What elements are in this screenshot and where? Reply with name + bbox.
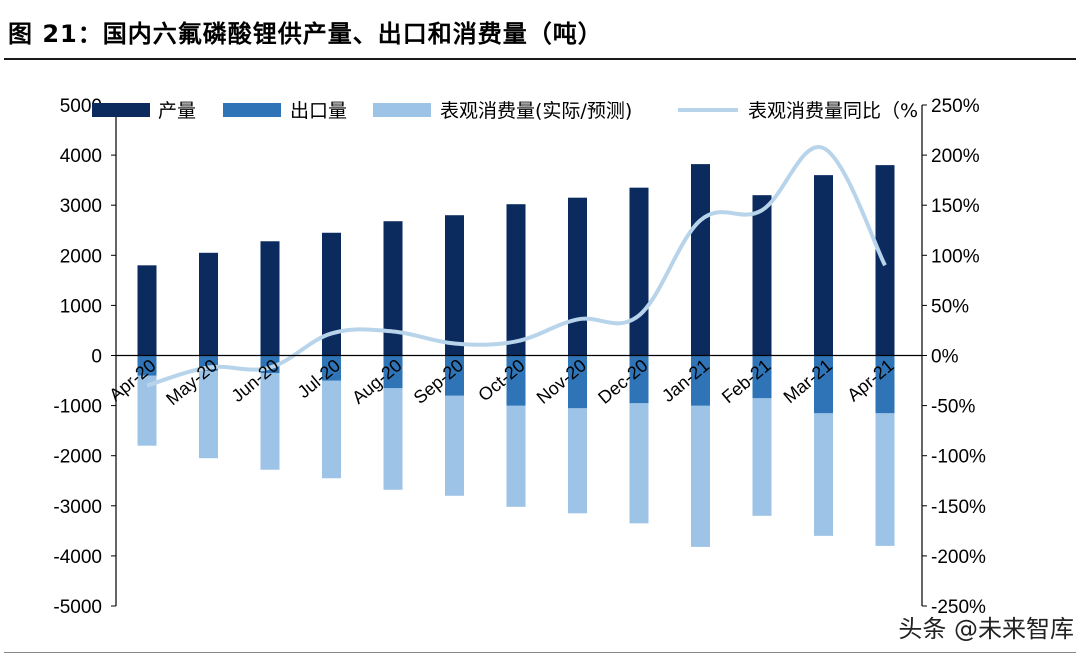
production-bar — [137, 265, 157, 356]
consumption-bar — [383, 355, 403, 490]
right-tick-label: 0% — [931, 347, 959, 368]
watermark: 头条 @未来智库 — [898, 615, 1074, 643]
production-bar — [445, 215, 464, 356]
export-bar — [137, 355, 157, 376]
export-bar — [383, 355, 403, 389]
export-bar — [875, 355, 895, 414]
production-bar — [199, 252, 218, 356]
legend-label: 表观消费量同比（% — [748, 100, 918, 122]
production-bar — [691, 164, 710, 356]
export-bar — [445, 355, 464, 396]
export-bar — [691, 355, 710, 406]
figure-title: 图 21：国内六氟磷酸锂供产量、出口和消费量（吨） — [8, 20, 603, 48]
left-tick-label: -2000 — [53, 447, 102, 468]
legend-swatch — [223, 103, 281, 117]
line-layer — [146, 145, 887, 388]
right-tick-label: -150% — [931, 497, 986, 518]
right-tick-label: -250% — [931, 597, 986, 618]
export-bar — [629, 355, 649, 404]
legend-label: 出口量 — [290, 100, 347, 122]
right-tick-label: -50% — [931, 397, 975, 418]
title-divider — [4, 58, 1076, 60]
production-bar — [629, 187, 649, 356]
right-tick-label: 50% — [931, 296, 969, 317]
legend-label: 产量 — [158, 100, 196, 122]
left-tick-label: -3000 — [53, 497, 102, 518]
left-tick-label: -4000 — [53, 547, 102, 568]
production-bar — [260, 241, 280, 356]
production-bar — [568, 197, 587, 356]
right-tick-label: 200% — [931, 146, 980, 167]
legend-swatch — [373, 103, 431, 117]
bars-layer — [137, 164, 895, 547]
left-tick-label: 4000 — [60, 146, 102, 167]
legend-label: 表观消费量(实际/预测) — [440, 100, 632, 122]
export-bar — [322, 355, 341, 381]
consumption-bar — [260, 355, 280, 470]
production-bar — [322, 232, 341, 356]
right-tick-label: -100% — [931, 447, 986, 468]
production-bar — [814, 175, 833, 356]
right-tick-label: 150% — [931, 196, 980, 217]
consumption-bar — [322, 355, 341, 479]
yoy-line — [146, 145, 887, 388]
legend: 产量 出口量 表观消费量(实际/预测) 表观消费量同比（% — [92, 100, 918, 122]
consumption-bar — [199, 355, 218, 459]
left-tick-label: 0 — [91, 347, 102, 368]
export-bar — [752, 355, 772, 399]
production-bar — [875, 165, 895, 356]
consumption-bar — [137, 355, 157, 446]
right-tick-label: 100% — [931, 246, 980, 267]
export-bar — [506, 355, 526, 406]
production-bar — [752, 195, 772, 356]
left-tick-label: 2000 — [60, 246, 102, 267]
left-tick-label: -1000 — [53, 397, 102, 418]
export-bar — [814, 355, 833, 414]
right-tick-label: -200% — [931, 547, 986, 568]
production-bar — [506, 204, 526, 356]
left-tick-label: -5000 — [53, 597, 102, 618]
left-tick-label: 1000 — [60, 296, 102, 317]
right-tick-label: 250% — [931, 96, 980, 117]
export-bar — [568, 355, 587, 409]
legend-swatch — [92, 103, 150, 117]
left-tick-label: 5000 — [60, 96, 102, 117]
bottom-divider — [4, 652, 1076, 653]
production-bar — [383, 221, 403, 356]
left-tick-label: 3000 — [60, 196, 102, 217]
